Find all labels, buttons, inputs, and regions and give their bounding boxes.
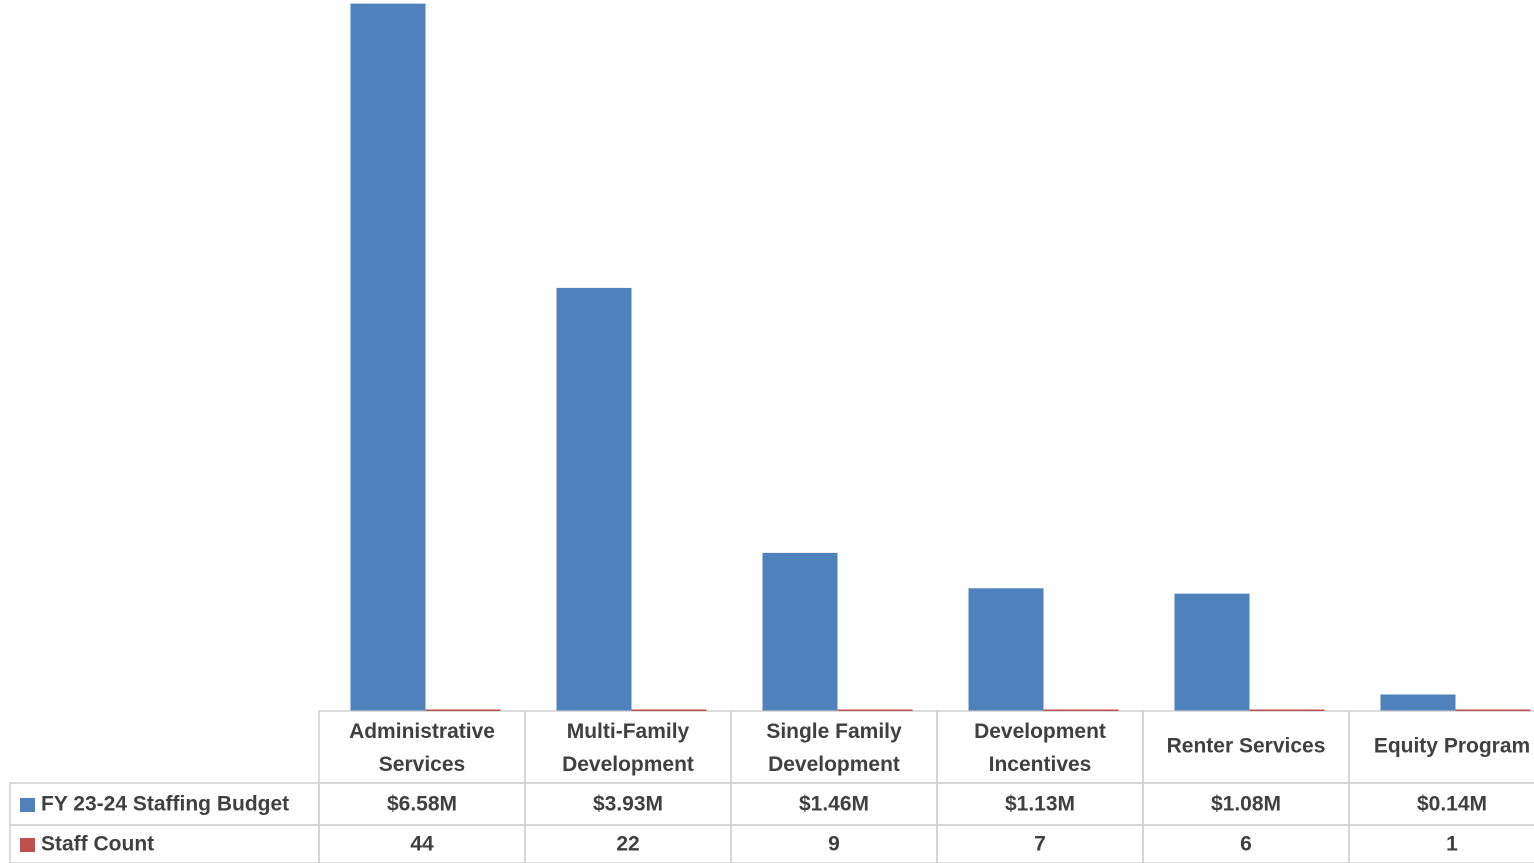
data-label: $3.93M [593,793,663,816]
category-label: Development Incentives [974,720,1106,776]
bar [837,709,913,711]
bar [1043,709,1119,711]
bar [968,588,1044,711]
bar [350,3,426,711]
category-label: Renter Services [1167,735,1326,758]
data-label: 1 [1446,833,1458,856]
data-label: 7 [1034,833,1046,856]
table-cell [1348,824,1534,863]
data-label: $6.58M [387,793,457,816]
data-label: 22 [616,833,639,856]
category-label: Administrative Services [349,720,495,776]
bar [1249,709,1325,711]
data-label: $1.08M [1211,793,1281,816]
bar [762,552,838,711]
legend-label: FY 23-24 Staffing Budget [41,793,289,816]
bar [1380,694,1456,711]
bar [1455,709,1531,711]
table-cell [9,824,320,863]
data-label: 44 [410,833,434,856]
data-label: $0.14M [1417,793,1487,816]
bar [631,709,707,711]
legend-label: Staff Count [41,833,154,856]
legend-key [20,838,35,852]
bar [425,709,501,711]
data-label: $1.13M [1005,793,1075,816]
category-label: Multi-Family Development [562,720,694,776]
data-label: 6 [1240,833,1252,856]
bar [556,287,632,711]
data-label: 9 [828,833,840,856]
category-label: Single Family Development [766,720,902,776]
data-label: $1.46M [799,793,869,816]
legend-key [20,798,35,812]
category-label: Equity Program [1374,735,1530,758]
bar [1174,593,1250,711]
